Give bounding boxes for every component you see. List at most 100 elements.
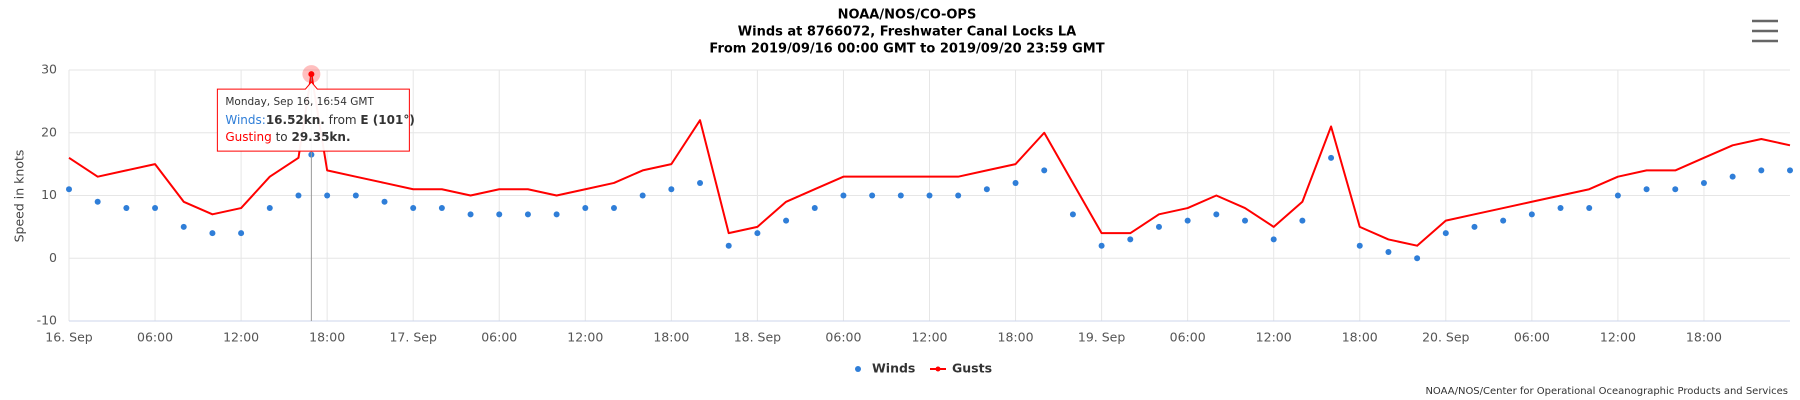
wind-point <box>1098 242 1105 249</box>
wind-point <box>152 205 159 212</box>
tooltip-text: to <box>272 130 292 144</box>
wind-point <box>1242 217 1249 224</box>
x-tick-label: 12:00 <box>1600 330 1636 345</box>
x-tick-label: 06:00 <box>137 330 173 345</box>
wind-point <box>725 242 732 249</box>
y-tick-label: 30 <box>41 62 57 77</box>
wind-point <box>983 186 990 193</box>
wind-point <box>496 211 503 218</box>
x-tick-label: 12:00 <box>1256 330 1292 345</box>
wind-point <box>324 192 331 199</box>
wind-point <box>668 186 675 193</box>
legend-label: Winds <box>872 361 915 376</box>
wind-point <box>410 205 417 212</box>
hover-point <box>308 71 315 78</box>
wind-point <box>66 186 72 193</box>
wind-point <box>582 205 589 212</box>
y-tick-label: 0 <box>49 250 57 265</box>
x-tick-label: 06:00 <box>825 330 861 345</box>
wind-point <box>1643 186 1650 193</box>
legend-item[interactable]: Gusts <box>930 361 992 376</box>
wind-point <box>1500 217 1507 224</box>
wind-point <box>869 192 876 199</box>
x-tick-label: 12:00 <box>567 330 603 345</box>
x-tick-label: 06:00 <box>1170 330 1206 345</box>
wind-point <box>1385 248 1392 255</box>
wind-point <box>381 198 388 205</box>
wind-point <box>1471 223 1478 230</box>
chart-subtitle: Winds at 8766072, Freshwater Canal Locks… <box>738 25 1076 40</box>
wind-point <box>238 230 245 237</box>
wind-point <box>811 205 818 212</box>
wind-point <box>610 205 617 212</box>
tooltip-text: 29.35kn. <box>291 130 350 144</box>
wind-point <box>1041 167 1048 174</box>
wind-point <box>1270 236 1277 243</box>
x-tick-label: 19. Sep <box>1078 330 1125 345</box>
wind-point <box>94 198 101 205</box>
wind-point <box>467 211 474 218</box>
wind-point <box>1213 211 1220 218</box>
wind-point <box>1012 179 1019 186</box>
wind-point <box>897 192 904 199</box>
legend-item[interactable]: Winds <box>855 361 915 376</box>
wind-point <box>1787 167 1793 174</box>
chart-subtitle: From 2019/09/16 00:00 GMT to 2019/09/20 … <box>709 42 1104 57</box>
wind-point <box>1127 236 1134 243</box>
wind-point <box>1528 211 1535 218</box>
x-tick-label: 16. Sep <box>45 330 92 345</box>
menu-button[interactable] <box>1750 16 1780 46</box>
y-tick-label: -10 <box>37 313 57 328</box>
wind-point <box>295 192 302 199</box>
x-tick-label: 18:00 <box>1686 330 1722 345</box>
x-tick-label: 20. Sep <box>1422 330 1469 345</box>
wind-point <box>955 192 962 199</box>
chart-title: NOAA/NOS/CO-OPS <box>838 8 977 23</box>
x-tick-label: 18:00 <box>1342 330 1378 345</box>
wind-point <box>1356 242 1363 249</box>
wind-point <box>209 230 216 237</box>
y-tick-label: 20 <box>41 124 57 139</box>
tooltip-text: 16.52kn. <box>266 113 325 127</box>
tooltip-text: Winds: <box>225 113 265 127</box>
x-tick-label: 12:00 <box>223 330 259 345</box>
gust-line <box>68 73 1791 247</box>
x-tick-label: 12:00 <box>911 330 947 345</box>
x-tick-label: 17. Sep <box>389 330 436 345</box>
tooltip-text: from <box>325 113 361 127</box>
wind-point <box>180 223 187 230</box>
wind-point <box>1414 255 1421 262</box>
wind-point <box>783 217 790 224</box>
wind-point <box>1557 205 1564 212</box>
wind-point <box>1069 211 1076 218</box>
x-tick-label: 18:00 <box>998 330 1034 345</box>
wind-point <box>1184 217 1191 224</box>
x-tick-label: 18:00 <box>653 330 689 345</box>
tooltip-line: Winds:16.52kn. from E (101°) <box>225 113 414 127</box>
legend-symbol <box>935 366 941 372</box>
y-axis-label: Speed in knots <box>12 150 27 243</box>
wind-point <box>1328 154 1335 161</box>
wind-point <box>553 211 560 218</box>
x-tick-label: 18. Sep <box>734 330 781 345</box>
wind-point <box>1155 223 1162 230</box>
wind-point <box>1614 192 1621 199</box>
wind-point <box>840 192 847 199</box>
wind-point <box>438 205 445 212</box>
x-tick-label: 18:00 <box>309 330 345 345</box>
wind-point <box>1586 205 1593 212</box>
tooltip-line: Gusting to 29.35kn. <box>225 130 350 144</box>
legend-symbol <box>855 366 861 372</box>
wind-point <box>1442 230 1449 237</box>
wind-point <box>524 211 531 218</box>
tooltip-date: Monday, Sep 16, 16:54 GMT <box>225 96 374 108</box>
credit: NOAA/NOS/Center for Operational Oceanogr… <box>1425 386 1788 397</box>
x-tick-label: 06:00 <box>1514 330 1550 345</box>
y-tick-label: 10 <box>41 187 57 202</box>
wind-point <box>926 192 933 199</box>
wind-point <box>1758 167 1765 174</box>
wind-point <box>754 230 761 237</box>
x-tick-label: 06:00 <box>481 330 517 345</box>
tooltip-text: Gusting <box>225 130 271 144</box>
